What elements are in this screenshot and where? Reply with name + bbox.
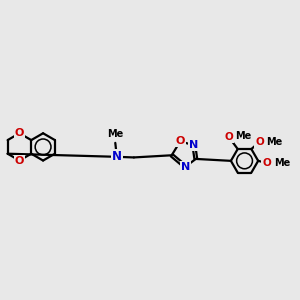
Text: Me: Me bbox=[266, 137, 283, 147]
Text: Me: Me bbox=[236, 131, 252, 141]
Text: Me: Me bbox=[274, 158, 290, 168]
Text: O: O bbox=[15, 128, 24, 138]
Text: Me: Me bbox=[107, 129, 123, 139]
Text: O: O bbox=[255, 137, 264, 147]
Text: N: N bbox=[181, 162, 190, 172]
Text: O: O bbox=[225, 132, 233, 142]
Text: O: O bbox=[15, 155, 24, 166]
Text: O: O bbox=[262, 158, 271, 168]
Text: O: O bbox=[176, 136, 185, 146]
Text: N: N bbox=[189, 140, 199, 150]
Text: N: N bbox=[112, 150, 122, 163]
